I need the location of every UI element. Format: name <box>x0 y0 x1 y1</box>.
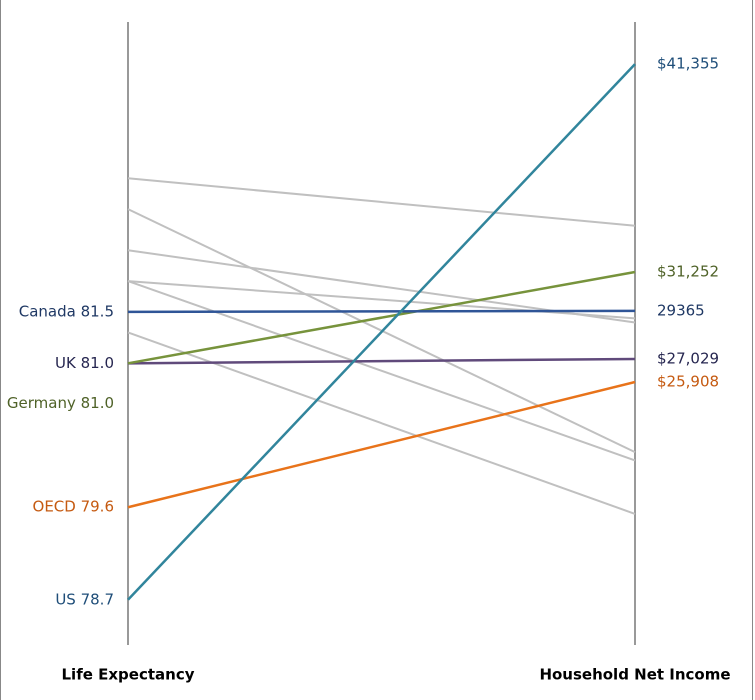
right-axis-label: Household Net Income <box>539 666 730 684</box>
slope-line <box>127 357 636 365</box>
slope-line <box>127 177 636 227</box>
left-axis-label: Life Expectancy <box>62 666 195 684</box>
slope-line <box>127 280 636 462</box>
right-label: $41,355 <box>657 55 719 73</box>
slope-line <box>127 63 636 601</box>
left-label: UK 81.0 <box>55 354 114 372</box>
right-label: 29365 <box>657 301 705 319</box>
left-label: Canada 81.5 <box>19 302 114 320</box>
right-label: $27,029 <box>657 349 719 367</box>
slope-line <box>127 309 636 314</box>
left-label: Germany 81.0 <box>7 394 114 412</box>
slope-line <box>127 270 636 365</box>
left-label: OECD 79.6 <box>33 498 114 516</box>
slope-line <box>127 380 636 509</box>
left-label: US 78.7 <box>55 590 114 608</box>
right-label: $25,908 <box>657 373 719 391</box>
right-label: $31,252 <box>657 263 719 281</box>
